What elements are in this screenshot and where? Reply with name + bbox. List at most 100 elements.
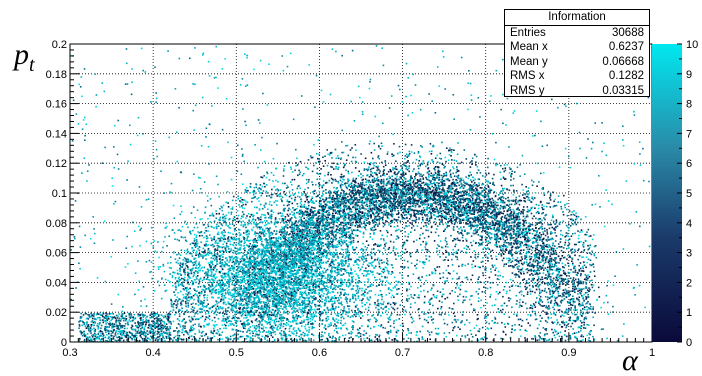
data-point <box>548 266 551 268</box>
data-point <box>396 189 399 191</box>
data-point <box>352 187 354 190</box>
data-point <box>454 183 456 186</box>
data-point <box>427 197 430 200</box>
data-point <box>382 192 384 194</box>
data-point <box>488 210 490 213</box>
data-point <box>366 212 368 215</box>
data-point <box>257 301 260 304</box>
data-point <box>303 225 305 228</box>
data-point <box>394 198 397 201</box>
data-point <box>462 206 465 208</box>
data-point <box>440 199 442 202</box>
data-point <box>282 250 285 253</box>
data-point <box>359 220 361 223</box>
data-point <box>291 253 294 255</box>
data-point <box>487 196 490 198</box>
data-point <box>481 207 483 210</box>
data-point <box>338 224 341 226</box>
data-point <box>333 215 336 217</box>
data-point <box>499 198 502 201</box>
data-point <box>322 237 324 240</box>
data-point <box>519 252 521 255</box>
data-point <box>474 219 476 222</box>
data-point <box>371 181 374 183</box>
data-point <box>330 234 333 236</box>
data-point <box>300 204 303 206</box>
data-point <box>348 198 351 201</box>
data-point <box>344 234 346 237</box>
data-point <box>464 200 467 202</box>
data-point <box>561 283 564 285</box>
data-point <box>357 201 360 203</box>
data-point <box>476 215 478 218</box>
data-point <box>510 242 513 244</box>
data-point <box>451 181 454 184</box>
data-point <box>231 289 233 291</box>
data-point <box>425 219 427 221</box>
data-point <box>580 322 583 324</box>
data-point <box>433 202 435 204</box>
data-point <box>414 215 416 218</box>
data-point <box>460 220 462 223</box>
data-point <box>461 185 463 188</box>
data-point <box>558 277 561 280</box>
data-point <box>376 167 379 169</box>
data-point <box>423 188 425 191</box>
data-point <box>399 176 401 178</box>
data-point <box>480 210 482 213</box>
data-point <box>269 253 271 255</box>
data-point <box>284 237 286 240</box>
data-point <box>368 194 370 197</box>
data-point <box>316 231 318 234</box>
data-point <box>433 177 436 179</box>
data-point <box>350 237 352 239</box>
data-point <box>318 201 320 204</box>
data-point <box>323 208 326 210</box>
data-point <box>273 230 276 232</box>
data-point <box>396 207 399 209</box>
data-point <box>437 187 439 189</box>
data-point <box>405 165 407 167</box>
data-point <box>519 224 521 226</box>
data-point <box>477 217 479 219</box>
data-point <box>288 276 290 278</box>
data-point <box>394 202 396 205</box>
data-point <box>585 285 587 288</box>
data-point <box>544 251 547 254</box>
data-point <box>353 198 355 201</box>
data-point <box>419 178 422 180</box>
data-point <box>491 220 494 222</box>
data-point <box>479 201 481 204</box>
data-point <box>389 200 391 202</box>
data-point <box>266 262 269 265</box>
data-point <box>306 238 309 241</box>
data-point <box>429 198 431 201</box>
data-point <box>265 310 267 312</box>
data-point <box>470 196 473 198</box>
data-point <box>393 200 396 203</box>
data-point <box>500 220 503 223</box>
data-point <box>396 193 398 195</box>
data-point <box>456 218 458 220</box>
data-point <box>323 206 326 208</box>
data-point <box>236 299 239 302</box>
data-point <box>526 244 529 246</box>
data-point <box>297 240 299 243</box>
data-point <box>390 225 392 228</box>
data-point <box>476 203 479 206</box>
data-point <box>490 216 492 218</box>
data-point <box>589 333 591 336</box>
data-point <box>247 283 250 286</box>
data-point <box>519 229 521 232</box>
data-point <box>363 220 365 223</box>
data-point <box>536 235 539 238</box>
data-point <box>385 192 387 194</box>
data-point <box>437 166 439 168</box>
data-point <box>385 220 387 222</box>
data-point <box>525 254 528 257</box>
data-point <box>476 193 478 195</box>
data-point <box>378 172 381 174</box>
data-point <box>407 197 409 199</box>
data-point <box>270 287 272 290</box>
data-point <box>332 226 335 228</box>
